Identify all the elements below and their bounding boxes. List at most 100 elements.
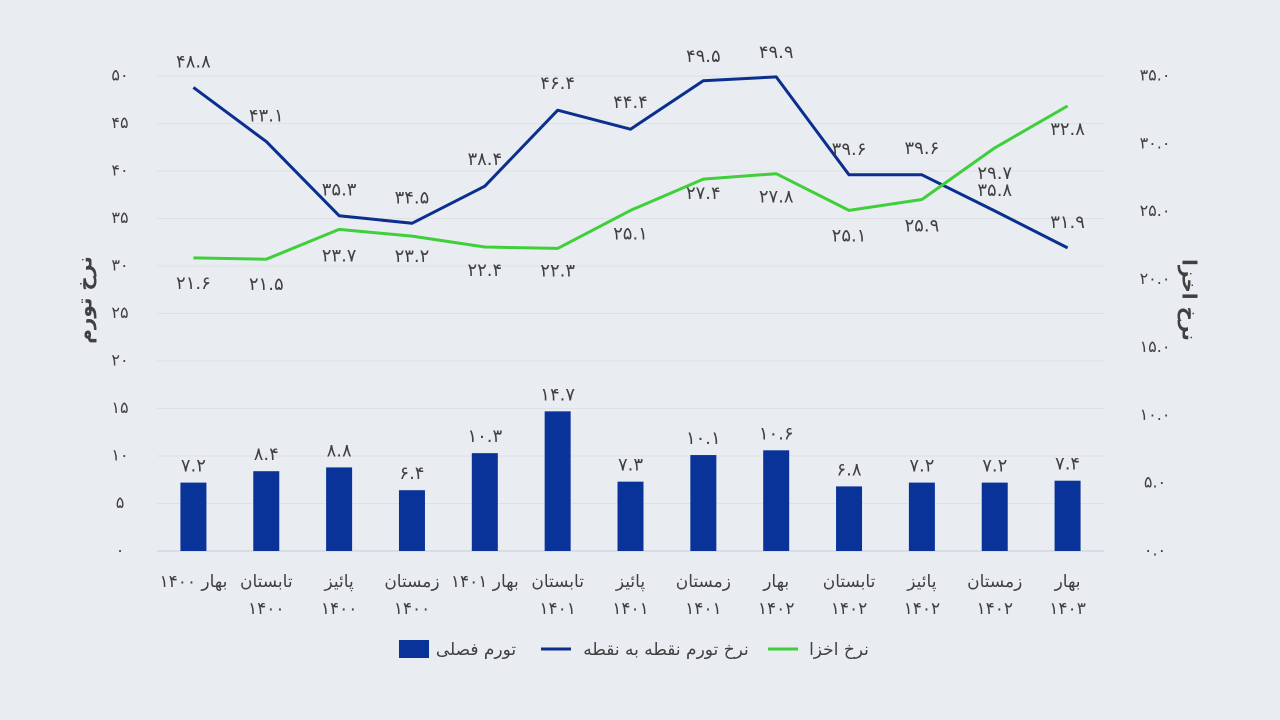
category-axis-labels: بهار ۱۴۰۰ تابستان ۱۴۰۰ پائیز ۱۴۰۰ زمستان ۱۴۰۰ ب… — [159, 572, 1085, 619]
right-axis-ticks: ۰.۰ ۵.۰ ۱۰.۰ ۱۵.۰ ۲۰.۰ ۲۵.۰ ۳۰.۰ ۳۵.۰ — [1140, 66, 1171, 560]
category-label: تابستان — [531, 572, 584, 592]
green-rate-line — [193, 104, 1069, 261]
green-line-data-label: ۳۲.۸ — [1050, 119, 1085, 140]
bar — [326, 467, 353, 551]
green-line-data-label: ۲۵.۱ — [832, 225, 867, 246]
category-label: ۱۴۰۱ — [612, 599, 649, 619]
category-label: ۱۴۰۳ — [1049, 599, 1086, 619]
legend-label-bar: تورم فصلی — [436, 640, 517, 660]
green-line-data-label: ۲۱.۶ — [176, 273, 211, 294]
bar — [1054, 480, 1081, 551]
category-label: بهار — [762, 572, 789, 592]
green-line-data-label: ۲۷.۴ — [686, 183, 721, 204]
bar-data-label: ۷.۳ — [618, 455, 643, 476]
left-tick-label: ۲۰ — [111, 351, 128, 370]
left-tick-label: ۰ — [116, 541, 125, 560]
left-tick-label: ۱۰ — [111, 446, 128, 465]
bar-data-label: ۷.۲ — [982, 456, 1007, 477]
point-line-data-label: ۳۱.۹ — [1050, 212, 1085, 233]
category-label: بهار ۱۴۰۱ — [451, 572, 519, 592]
right-tick-label: ۳۵.۰ — [1140, 66, 1171, 85]
point-line-data-label: ۴۹.۹ — [759, 42, 794, 63]
green-line-data-label: ۲۵.۱ — [613, 223, 648, 244]
left-tick-label: ۳۰ — [111, 256, 128, 275]
category-label: زمستان — [384, 572, 439, 592]
left-tick-label: ۱۵ — [111, 398, 128, 417]
bar-data-label: ۱۰.۳ — [467, 426, 502, 447]
point-line-data-label: ۳۵.۳ — [322, 180, 357, 201]
bar — [180, 482, 207, 551]
right-tick-label: ۱۰.۰ — [1140, 405, 1171, 424]
category-label: پائیز — [324, 572, 354, 592]
point-line-data-label: ۴۶.۴ — [540, 73, 575, 94]
right-tick-label: ۲۰.۰ — [1140, 269, 1171, 288]
category-label: تابستان — [240, 572, 293, 592]
left-axis-ticks: ۰ ۵ ۱۰ ۱۵ ۲۰ ۲۵ ۳۰ ۳۵ ۴۰ ۴۵ ۵۰ — [111, 66, 128, 560]
category-label: بهار ۱۴۰۰ — [159, 572, 227, 592]
point-line-data-label: ۴۳.۱ — [249, 106, 284, 127]
point-line-data-label: ۴۴.۴ — [613, 92, 648, 113]
point-line-data-label: ۳۹.۶ — [832, 139, 867, 160]
bar-data-label: ۱۴.۷ — [540, 384, 575, 405]
gridlines — [157, 75, 1104, 552]
bar-data-label: ۱۰.۶ — [759, 423, 794, 444]
category-label: ۱۴۰۱ — [685, 599, 722, 619]
bar-data-label: ۶.۸ — [837, 459, 862, 480]
category-label: تابستان — [823, 572, 876, 592]
bar-data-label: ۷.۲ — [909, 456, 934, 477]
point-line-data-label: ۴۸.۸ — [176, 51, 211, 72]
legend-swatch-bar — [399, 640, 429, 658]
point-line-data-label: ۳۴.۵ — [395, 187, 430, 208]
bar — [690, 455, 717, 551]
left-tick-label: ۵ — [116, 493, 125, 512]
left-tick-label: ۴۰ — [111, 161, 128, 180]
bar — [471, 453, 498, 551]
green-line-data-label: ۲۲.۴ — [467, 260, 502, 281]
bar — [908, 482, 935, 551]
bar-data-label: ۸.۴ — [254, 444, 279, 465]
category-label: ۱۴۰۰ — [248, 599, 285, 619]
green-line-data-label: ۲۳.۷ — [322, 245, 357, 266]
right-tick-label: ۱۵.۰ — [1140, 337, 1171, 356]
category-label: ۱۴۰۰ — [321, 599, 358, 619]
point-line-data-label: ۳۹.۶ — [905, 138, 940, 159]
left-tick-label: ۵۰ — [111, 66, 128, 85]
point-line-data-label: ۳۵.۸ — [977, 180, 1012, 201]
category-label: ۱۴۰۲ — [976, 599, 1013, 619]
bar-data-label: ۷.۴ — [1055, 454, 1080, 475]
category-label: پائیز — [615, 572, 645, 592]
right-tick-label: ۵.۰ — [1144, 473, 1166, 492]
category-label: ۱۴۰۲ — [904, 599, 941, 619]
category-label: بهار — [1054, 572, 1081, 592]
right-tick-label: ۳۰.۰ — [1140, 133, 1171, 152]
left-tick-label: ۴۵ — [111, 113, 128, 132]
green-line-data-label: ۲۳.۲ — [395, 246, 430, 267]
point-line-data-label: ۴۹.۵ — [686, 46, 721, 67]
green-line-data-label: ۲۲.۳ — [540, 260, 575, 281]
bar — [981, 482, 1008, 551]
bar-data-label: ۷.۲ — [181, 456, 206, 477]
bar-data-label: ۸.۸ — [327, 440, 352, 461]
category-label: ۱۴۰۲ — [758, 599, 795, 619]
left-tick-label: ۲۵ — [111, 303, 128, 322]
left-tick-label: ۳۵ — [111, 208, 128, 227]
legend: تورم فصلی نرخ تورم نقطه به نقطه نرخ اخزا — [399, 640, 869, 660]
green-line-data-label: ۲۷.۸ — [759, 187, 794, 208]
category-label: ۱۴۰۰ — [394, 599, 431, 619]
point-to-point-inflation-line — [192, 75, 1069, 250]
legend-label-point-line: نرخ تورم نقطه به نقطه — [583, 640, 749, 660]
point-line-data-label: ۳۸.۴ — [467, 149, 502, 170]
green-line-data-label: ۲۱.۵ — [249, 274, 284, 295]
bar — [836, 486, 863, 551]
right-tick-label: ۲۵.۰ — [1140, 201, 1171, 220]
right-axis-title: نرخ اخزا — [1178, 259, 1202, 341]
bar — [763, 450, 790, 551]
bar — [398, 490, 425, 551]
bar-data-label: ۱۰.۱ — [686, 428, 721, 449]
bar — [617, 481, 644, 551]
bar-series-seasonal-inflation — [180, 411, 1081, 551]
category-label: زمستان — [967, 572, 1022, 592]
right-tick-label: ۰.۰ — [1144, 541, 1166, 560]
category-label: زمستان — [676, 572, 731, 592]
